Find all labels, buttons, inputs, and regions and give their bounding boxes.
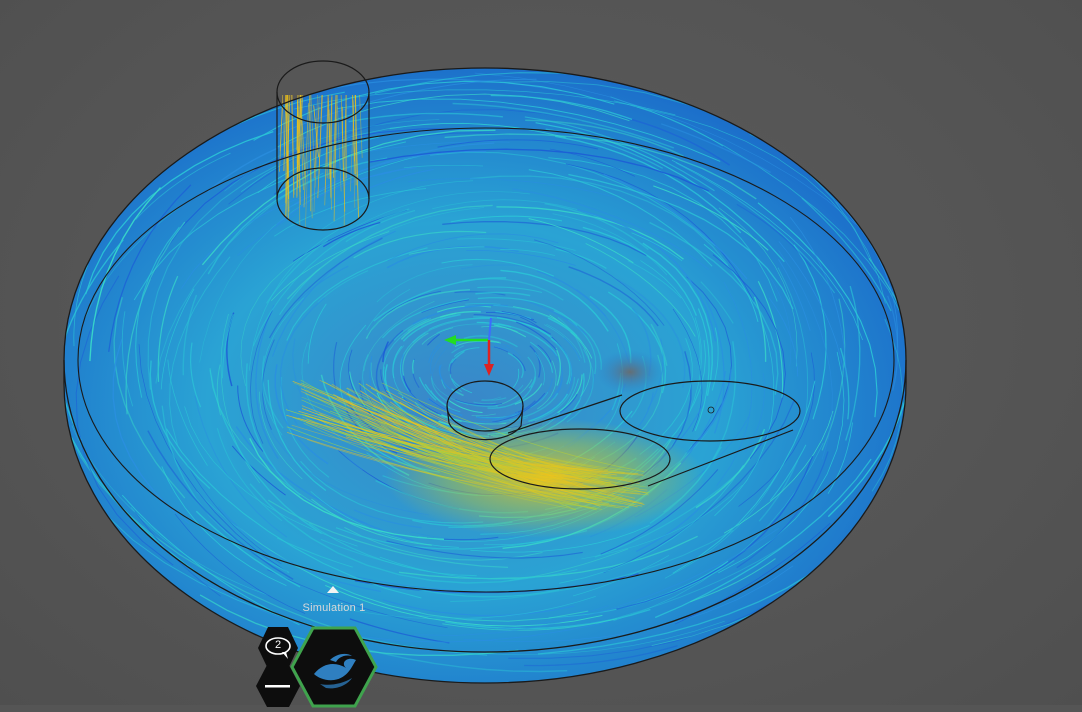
simulation-hex: [290, 626, 378, 708]
pipe-streamline: [356, 86, 357, 185]
pipe-streamline: [288, 88, 289, 199]
high-velocity-region: [385, 418, 705, 538]
caret-up-icon[interactable]: [327, 586, 339, 593]
simulation-node-button[interactable]: [290, 626, 378, 708]
minus-icon: [265, 685, 290, 688]
fluid-domain: [48, 68, 926, 683]
simulation-label: Simulation 1: [270, 602, 398, 614]
